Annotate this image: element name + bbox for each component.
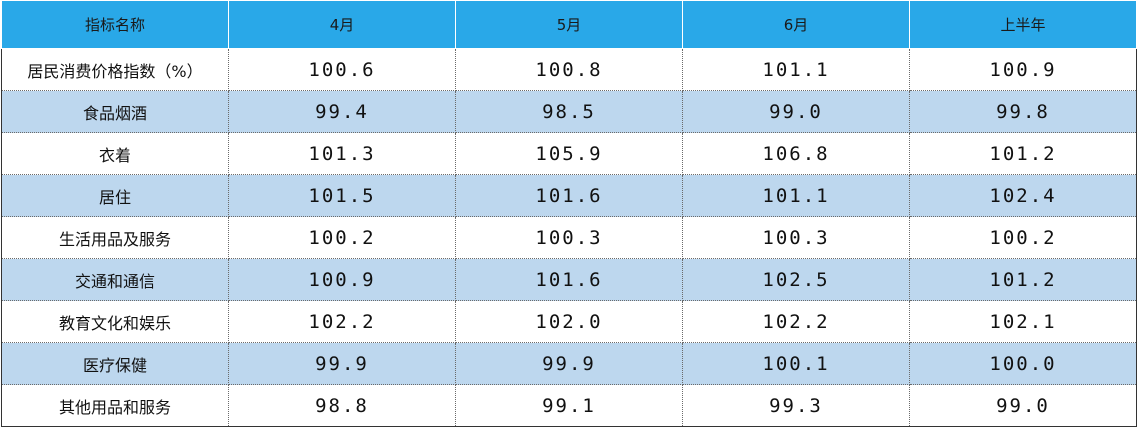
row-label: 居民消费价格指数（%） <box>1 48 229 91</box>
value-cell: 99.0 <box>909 384 1137 427</box>
value-cell: 106.8 <box>682 132 910 175</box>
table-row: 生活用品及服务 100.2 100.3 100.3 100.2 <box>1 216 1137 259</box>
value-cell: 100.3 <box>682 216 910 259</box>
value-cell: 101.5 <box>228 174 456 217</box>
value-cell: 99.4 <box>228 90 456 133</box>
table-row: 居民消费价格指数（%） 100.6 100.8 101.1 100.9 <box>1 48 1137 91</box>
value-cell: 101.1 <box>682 48 910 91</box>
value-cell: 105.9 <box>455 132 683 175</box>
value-cell: 102.5 <box>682 258 910 301</box>
value-cell: 100.8 <box>455 48 683 91</box>
header-row: 指标名称 4月 5月 6月 上半年 <box>1 0 1137 49</box>
value-cell: 99.9 <box>455 342 683 385</box>
header-cell: 4月 <box>228 0 456 49</box>
table-row: 食品烟酒 99.4 98.5 99.0 99.8 <box>1 90 1137 133</box>
table-body: 居民消费价格指数（%） 100.6 100.8 101.1 100.9 食品烟酒 99.4 9… <box>1 48 1137 427</box>
value-cell: 100.2 <box>228 216 456 259</box>
header-cell: 指标名称 <box>1 0 229 49</box>
table-row: 交通和通信 100.9 101.6 102.5 101.2 <box>1 258 1137 301</box>
table-row: 教育文化和娱乐 102.2 102.0 102.2 102.1 <box>1 300 1137 343</box>
table-row: 医疗保健 99.9 99.9 100.1 100.0 <box>1 342 1137 385</box>
value-cell: 102.2 <box>682 300 910 343</box>
table-row: 衣着 101.3 105.9 106.8 101.2 <box>1 132 1137 175</box>
value-cell: 99.9 <box>228 342 456 385</box>
header-cell: 5月 <box>455 0 683 49</box>
value-cell: 99.3 <box>682 384 910 427</box>
value-cell: 101.2 <box>909 132 1137 175</box>
value-cell: 102.1 <box>909 300 1137 343</box>
header-cell: 6月 <box>682 0 910 49</box>
value-cell: 101.1 <box>682 174 910 217</box>
table-row: 居住 101.5 101.6 101.1 102.4 <box>1 174 1137 217</box>
row-label: 居住 <box>1 174 229 217</box>
value-cell: 100.6 <box>228 48 456 91</box>
value-cell: 100.2 <box>909 216 1137 259</box>
value-cell: 100.1 <box>682 342 910 385</box>
row-label: 食品烟酒 <box>1 90 229 133</box>
row-label: 教育文化和娱乐 <box>1 300 229 343</box>
value-cell: 98.8 <box>228 384 456 427</box>
value-cell: 98.5 <box>455 90 683 133</box>
value-cell: 100.9 <box>909 48 1137 91</box>
value-cell: 99.0 <box>682 90 910 133</box>
header-cell: 上半年 <box>909 0 1137 49</box>
value-cell: 100.9 <box>228 258 456 301</box>
row-label: 衣着 <box>1 132 229 175</box>
row-label: 其他用品和服务 <box>1 384 229 427</box>
row-label: 交通和通信 <box>1 258 229 301</box>
value-cell: 101.3 <box>228 132 456 175</box>
row-label: 生活用品及服务 <box>1 216 229 259</box>
value-cell: 100.0 <box>909 342 1137 385</box>
value-cell: 102.2 <box>228 300 456 343</box>
value-cell: 99.8 <box>909 90 1137 133</box>
value-cell: 102.0 <box>455 300 683 343</box>
value-cell: 100.3 <box>455 216 683 259</box>
value-cell: 101.6 <box>455 174 683 217</box>
value-cell: 99.1 <box>455 384 683 427</box>
table-row: 其他用品和服务 98.8 99.1 99.3 99.0 <box>1 384 1137 427</box>
value-cell: 102.4 <box>909 174 1137 217</box>
row-label: 医疗保健 <box>1 342 229 385</box>
value-cell: 101.6 <box>455 258 683 301</box>
value-cell: 101.2 <box>909 258 1137 301</box>
